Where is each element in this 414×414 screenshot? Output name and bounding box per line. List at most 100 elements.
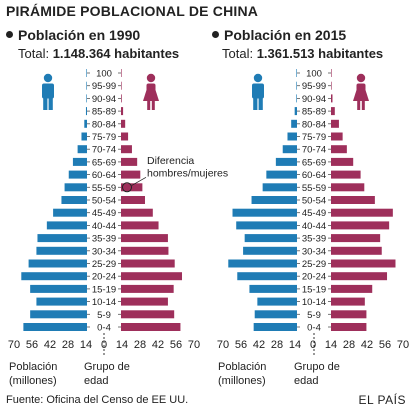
bar-male-35-39: [244, 234, 297, 243]
female-icon-1-leg-right: [361, 100, 365, 110]
age-label-55-59: 55-59: [302, 183, 326, 194]
x-tick-label-2: 42: [44, 339, 56, 351]
x-tick-label-5: 0: [101, 339, 107, 351]
pyramid-panel-0: [21, 69, 183, 356]
bar-male-70-74: [282, 145, 297, 154]
bar-male-40-44: [236, 221, 297, 230]
age-label-20-24: 20-24: [92, 272, 116, 283]
female-icon-0: [143, 73, 159, 110]
bullet-dot: [6, 31, 13, 38]
annotation-text-line2: hombres/mujeres: [147, 168, 228, 180]
bar-male-25-29: [28, 259, 88, 268]
male-icon-1-leg-left: [253, 97, 258, 110]
age-label-75-79: 75-79: [92, 132, 116, 143]
male-icon-0: [42, 73, 54, 110]
panel-2015-subtitle-text: Población en 2015: [224, 27, 347, 43]
bar-female-10-14: [121, 297, 168, 306]
bar-female-25-29: [331, 259, 396, 268]
annotation-circle: [122, 182, 132, 193]
bar-male-25-29: [228, 259, 297, 268]
bar-female-80-84: [331, 119, 339, 128]
bar-male-85-89: [85, 107, 87, 116]
female-icon-1: [353, 73, 369, 110]
panel-2015-total-value: 1.361.513 habitantes: [256, 46, 384, 61]
age-label-15-19: 15-19: [302, 284, 326, 295]
x-tick-label-6: 14: [325, 339, 337, 351]
male-icon-0-head: [43, 73, 53, 83]
age-label-40-44: 40-44: [92, 221, 116, 232]
bar-male-60-64: [266, 170, 297, 179]
x-tick-label-10: 70: [397, 339, 409, 351]
bar-male-80-84: [291, 119, 297, 128]
age-label-0-4: 0-4: [307, 323, 321, 334]
age-label-85-89: 85-89: [302, 107, 326, 118]
age-label-55-59: 55-59: [92, 183, 116, 194]
bar-female-85-89: [331, 107, 335, 116]
bar-male-15-19: [30, 284, 88, 293]
bar-male-30-34: [243, 246, 297, 255]
age-label-20-24: 20-24: [302, 272, 326, 283]
age-label-30-34: 30-34: [92, 246, 116, 257]
bar-male-55-59: [262, 183, 297, 192]
age-label-0-4: 0-4: [97, 323, 111, 334]
panel-1990-total-label: Total:: [18, 46, 50, 61]
bullet-dot: [212, 31, 219, 38]
bar-female-50-54: [331, 196, 375, 204]
x-tick-label-9: 56: [379, 339, 391, 351]
age-label-5-9: 5-9: [307, 310, 321, 321]
x-tick-label-5: 0: [310, 339, 316, 351]
bar-male-65-69: [275, 157, 297, 166]
age-label-100: 100: [306, 69, 322, 80]
age-label-60-64: 60-64: [302, 170, 326, 181]
male-icon-0-leg-right: [48, 97, 53, 110]
bar-male-65-69: [72, 157, 87, 166]
bar-female-100: [331, 69, 332, 77]
female-icon-1-head: [356, 73, 366, 83]
bar-female-45-49: [121, 208, 153, 217]
x-axis-label-line2: (millones): [9, 375, 57, 387]
age-label-85-89: 85-89: [92, 107, 116, 118]
panel-1990-total: Total: 1.148.364 habitantes: [18, 46, 179, 61]
bar-male-75-79: [81, 132, 87, 141]
bar-female-50-54: [121, 196, 145, 204]
bar-male-95-99: [86, 81, 87, 90]
bar-male-90-94: [86, 94, 87, 103]
bar-female-0-4: [121, 323, 181, 331]
bar-female-20-24: [121, 272, 183, 281]
bar-female-80-84: [121, 119, 126, 128]
bar-female-90-94: [331, 94, 333, 103]
male-icon-1-head: [253, 73, 263, 83]
panel-1990-subtitle: Población en 1990: [6, 27, 140, 43]
bar-male-10-14: [257, 297, 297, 306]
male-icon-0-leg-left: [43, 97, 48, 110]
x-axis-label-line1: Población: [9, 361, 57, 373]
panel-2015-total: Total: 1.361.513 habitantes: [222, 46, 383, 61]
x-axis-label-line1: Población: [218, 361, 266, 373]
age-label-45-49: 45-49: [302, 208, 326, 219]
x-axis-label-line2: (millones): [218, 375, 266, 387]
bar-female-85-89: [121, 107, 124, 116]
age-label-90-94: 90-94: [92, 94, 116, 105]
bar-female-15-19: [121, 284, 174, 293]
female-icon-0-torso: [146, 83, 156, 92]
x-tick-label-4: 14: [80, 339, 92, 351]
y-axis-label-line1: Grupo de: [84, 361, 130, 373]
bar-female-20-24: [331, 272, 388, 281]
bar-female-10-14: [331, 297, 365, 306]
age-label-100: 100: [96, 69, 112, 80]
bar-male-75-79: [287, 132, 297, 141]
bar-male-20-24: [237, 272, 297, 281]
bar-female-100: [121, 69, 122, 77]
age-label-80-84: 80-84: [92, 119, 116, 130]
bar-male-0-4: [253, 323, 297, 331]
annotation-leader: [131, 176, 147, 186]
male-icon-1-leg-right: [258, 97, 263, 110]
age-label-80-84: 80-84: [302, 119, 326, 130]
age-label-10-14: 10-14: [302, 297, 326, 308]
female-icon-1-leg-left: [357, 100, 361, 110]
bar-female-95-99: [121, 81, 122, 90]
bar-male-100: [296, 69, 297, 77]
bar-male-15-19: [249, 284, 297, 293]
